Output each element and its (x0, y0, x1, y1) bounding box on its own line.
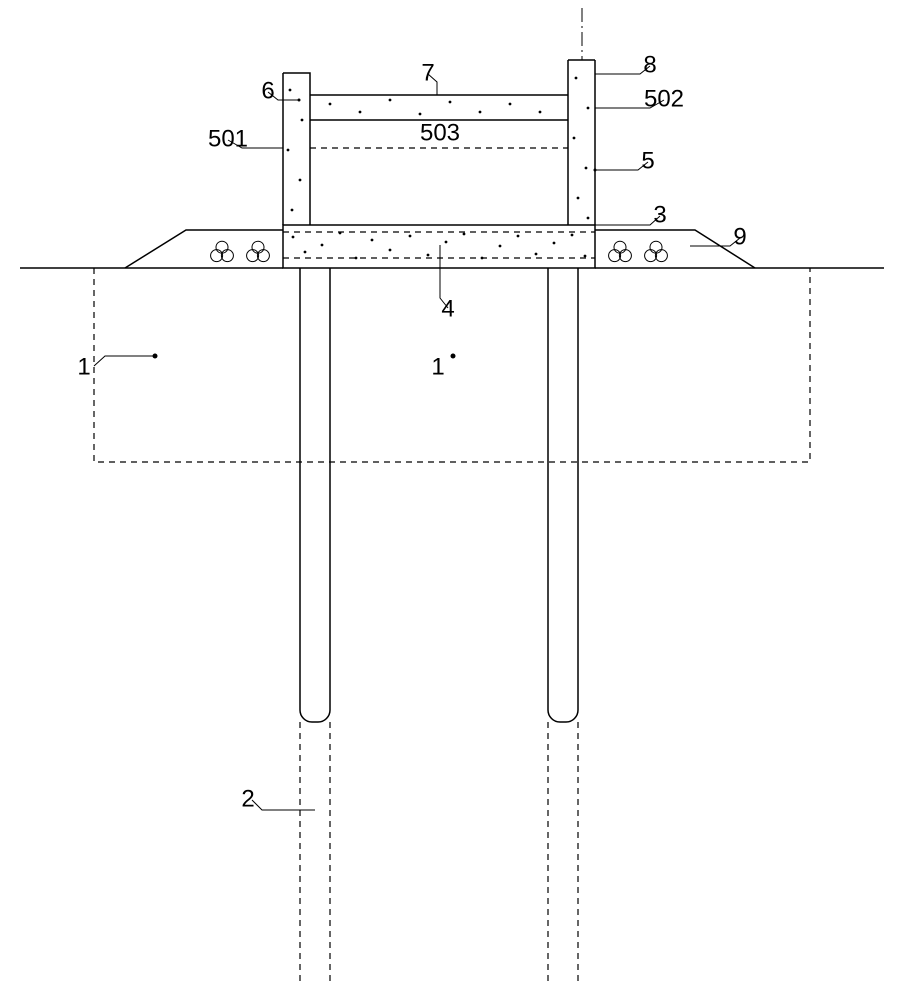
label-7: 7 (421, 59, 434, 86)
label-6: 6 (261, 77, 274, 104)
pile-0-solid (300, 268, 330, 722)
mound-right (595, 230, 755, 268)
label-1: 1 (431, 353, 444, 380)
label-503: 503 (420, 119, 460, 146)
label-5: 5 (641, 147, 654, 174)
label-1: 1 (77, 353, 90, 380)
label-8: 8 (643, 51, 656, 78)
label-501: 501 (208, 125, 248, 152)
label-4: 4 (441, 295, 454, 322)
mound-left (125, 230, 283, 268)
label-9: 9 (733, 223, 746, 250)
pile-1-solid (548, 268, 578, 722)
label-3: 3 (653, 201, 666, 228)
label-502: 502 (644, 85, 684, 112)
diagram-canvas: 1 1 2 3 4 5 6 7 8 9 501 502 503 (0, 0, 904, 1000)
label-2: 2 (241, 785, 254, 812)
wall-right (568, 60, 595, 225)
